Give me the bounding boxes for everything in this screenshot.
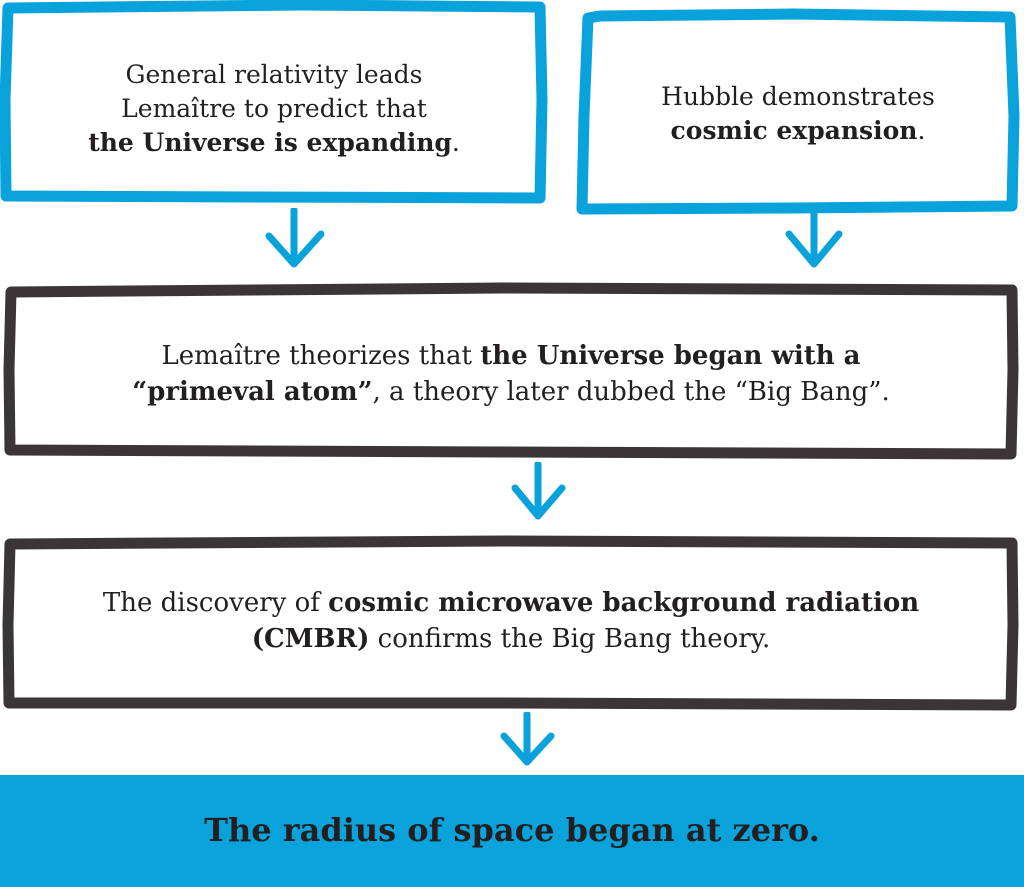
cmbr-box-border xyxy=(2,535,1019,711)
hubble-box: Hubble demonstrates cosmic expansion. xyxy=(574,6,1022,216)
hubble-line-1: Hubble demonstrates xyxy=(661,82,935,111)
cmbr-line-2-rest: confirms the Big Bang theory. xyxy=(369,624,771,654)
down-arrow-icon xyxy=(265,208,325,268)
down-arrow-icon xyxy=(785,210,843,268)
relativity-highlight: the Universe is expanding xyxy=(88,128,452,157)
relativity-text: General relativity leads Lemaître to pre… xyxy=(0,58,548,160)
relativity-box: General relativity leads Lemaître to pre… xyxy=(0,0,548,204)
conclusion-banner: The radius of space began at zero. xyxy=(0,775,1024,887)
primeval-line-2-rest: , a theory later dubbed the “Big Bang”. xyxy=(372,377,890,407)
hubble-box-border xyxy=(576,8,1020,215)
cmbr-line-2-highlight: (CMBR) xyxy=(251,624,370,654)
down-arrow-icon xyxy=(500,712,555,766)
primeval-line-1-highlight: the Universe began with a xyxy=(480,341,861,371)
primeval-atom-box: Lemaître theorizes that the Universe beg… xyxy=(2,280,1020,462)
cmbr-box: The discovery of cosmic microwave backgr… xyxy=(2,535,1020,713)
hubble-period: . xyxy=(917,116,926,145)
relativity-line-2: Lemaître to predict that xyxy=(121,94,427,123)
primeval-line-2-highlight: “primeval atom” xyxy=(132,377,373,407)
down-arrow-icon xyxy=(511,462,566,520)
primeval-atom-box-border xyxy=(3,282,1019,460)
relativity-period: . xyxy=(451,128,460,157)
cmbr-line-1-intro: The discovery of xyxy=(102,588,329,618)
hubble-text: Hubble demonstrates cosmic expansion. xyxy=(574,80,1022,148)
relativity-line-1: General relativity leads xyxy=(125,60,423,89)
primeval-atom-text: Lemaître theorizes that the Universe beg… xyxy=(2,338,1020,410)
hubble-highlight: cosmic expansion xyxy=(670,116,918,145)
cmbr-line-1-highlight: cosmic microwave background radiation xyxy=(328,588,920,618)
primeval-line-1-intro: Lemaître theorizes that xyxy=(161,341,481,371)
relativity-box-border xyxy=(0,0,548,204)
conclusion-text: The radius of space began at zero. xyxy=(204,811,820,849)
cmbr-text: The discovery of cosmic microwave backgr… xyxy=(2,585,1020,657)
